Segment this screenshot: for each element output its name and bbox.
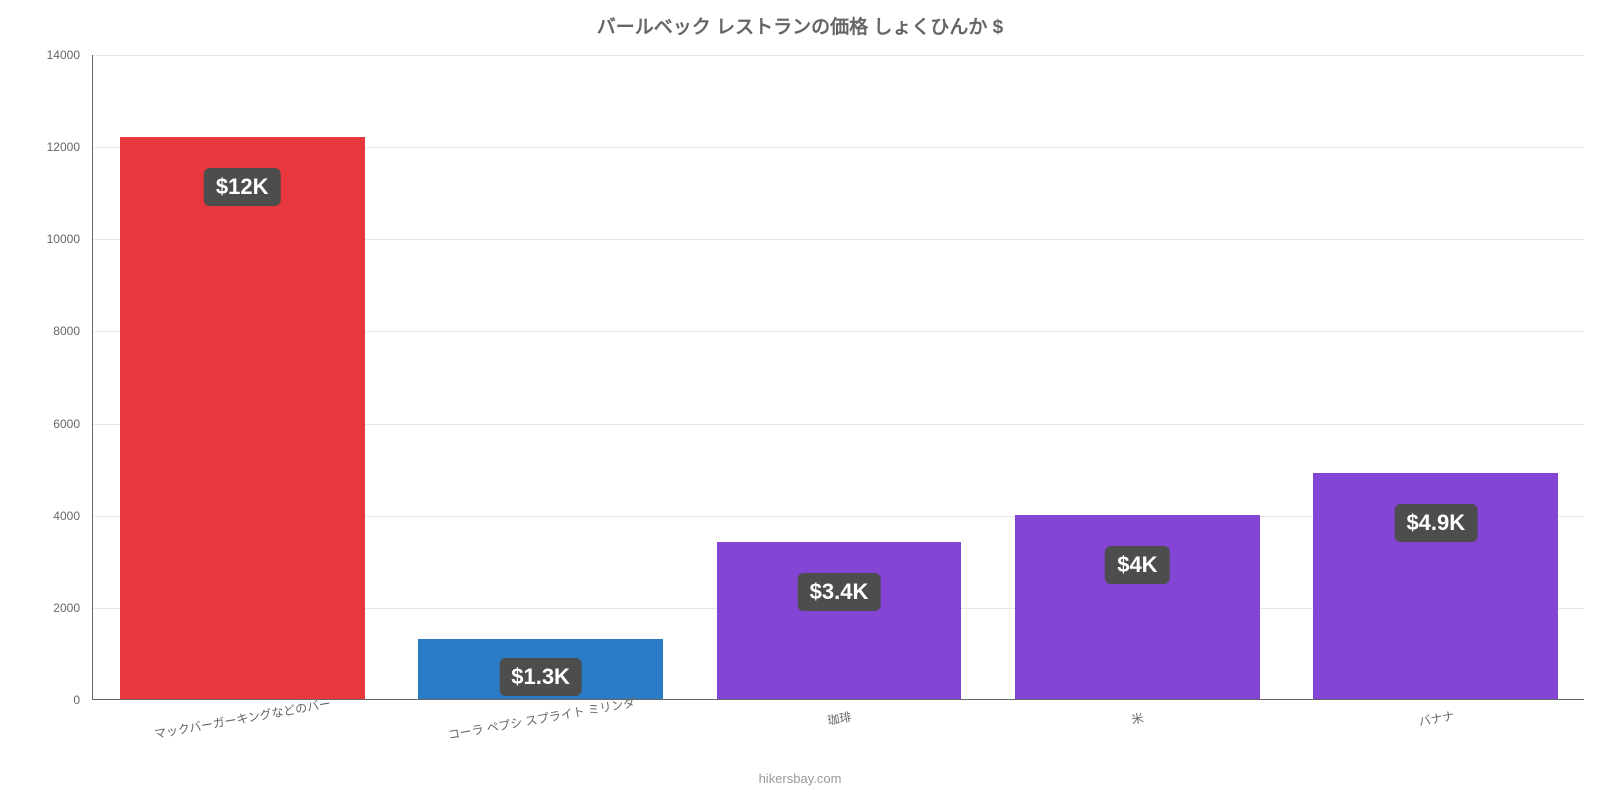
bar <box>717 542 962 699</box>
x-tick-label: バナナ <box>1417 707 1455 730</box>
y-tick-label: 6000 <box>0 417 80 431</box>
y-tick-label: 4000 <box>0 509 80 523</box>
x-tick-label: マックバーガーキングなどのバー <box>153 694 332 742</box>
plot-area: $12K $1.3K $3.4K $4K $4.9K <box>92 55 1584 700</box>
bar-value-label: $12K <box>204 168 281 206</box>
y-tick-label: 14000 <box>0 48 80 62</box>
y-tick-label: 8000 <box>0 324 80 338</box>
bar-value-label: $4.9K <box>1394 504 1477 542</box>
gridline <box>93 55 1584 56</box>
x-tick-label: 米 <box>1130 709 1145 728</box>
x-tick-label: 珈琲 <box>826 708 853 729</box>
bar-value-label: $3.4K <box>798 573 881 611</box>
credit-text: hikersbay.com <box>0 771 1600 786</box>
y-tick-label: 2000 <box>0 601 80 615</box>
bar-value-label: $1.3K <box>499 658 582 696</box>
bar <box>120 137 365 699</box>
x-tick-label: コーラ ペプシ スプライト ミリンダ <box>446 694 636 744</box>
y-tick-label: 10000 <box>0 232 80 246</box>
y-tick-label: 12000 <box>0 140 80 154</box>
price-bar-chart: バールベック レストランの価格 しょくひんか $ $12K$1.3K$3.4K$… <box>0 0 1600 800</box>
chart-title: バールベック レストランの価格 しょくひんか $ <box>0 12 1600 39</box>
bar-value-label: $4K <box>1105 546 1169 584</box>
bar <box>1015 515 1260 699</box>
y-tick-label: 0 <box>0 693 80 707</box>
